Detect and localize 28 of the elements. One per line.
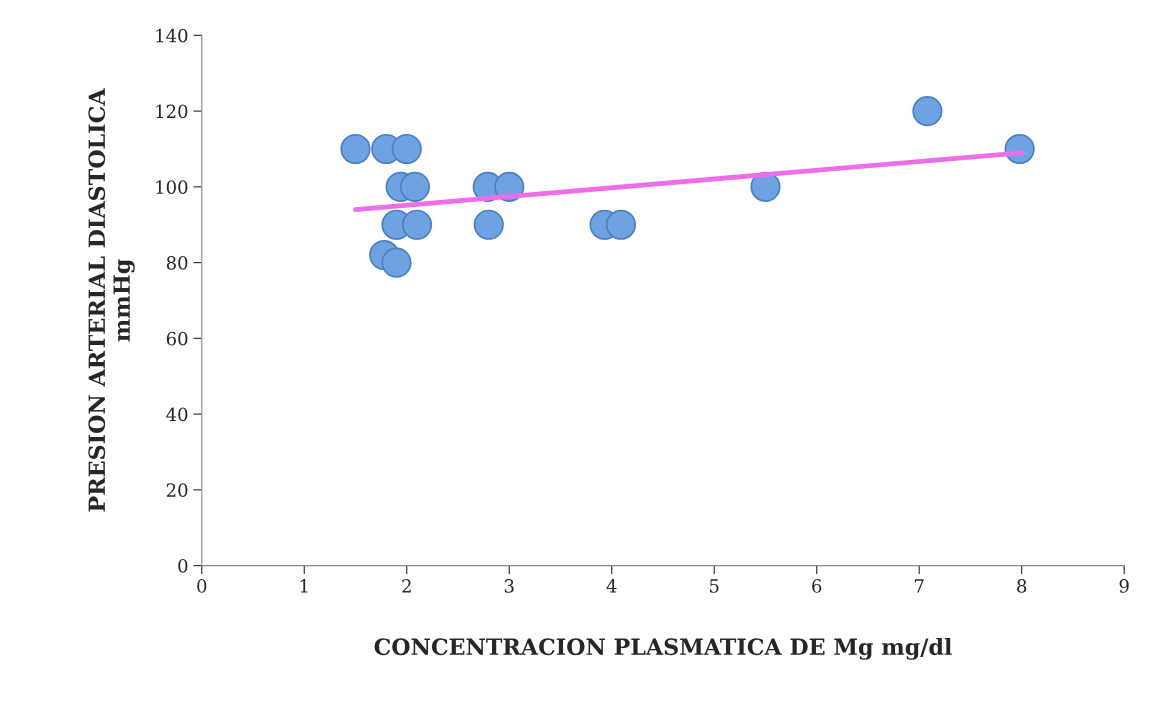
y-tick-label: 0 — [178, 559, 188, 573]
y-tick-label: 100 — [156, 180, 188, 194]
x-tick-label: 6 — [812, 579, 822, 593]
x-axis-title: CONCENTRACION PLASMATICA DE Mg mg/dl — [374, 637, 952, 660]
x-tick-label: 2 — [402, 579, 411, 593]
point — [381, 247, 412, 278]
y-tick-label: 60 — [166, 331, 188, 346]
point — [912, 96, 943, 127]
point — [401, 209, 433, 240]
x-tick-label: 4 — [606, 579, 617, 593]
point — [399, 171, 431, 202]
point — [391, 133, 422, 165]
y-tick-label: 140 — [156, 28, 188, 43]
x-tick-label: 3 — [504, 579, 514, 593]
x-tick-label: 0 — [197, 579, 207, 593]
y-tick-label: 20 — [166, 483, 188, 497]
y-tick-label: 40 — [166, 407, 188, 422]
y-axis-title: PRESION ARTERIAL DIASTOLICA mmHg — [88, 88, 135, 512]
x-tick-label: 9 — [1119, 579, 1129, 593]
point — [473, 209, 504, 240]
x-tick-label: 8 — [1017, 579, 1027, 593]
y-tick-label: 80 — [166, 256, 188, 270]
x-tick-label: 7 — [914, 579, 924, 593]
x-tick-label: 5 — [710, 579, 719, 593]
y-tick-label: 120 — [156, 104, 188, 119]
point — [340, 133, 371, 165]
x-tick-label: 1 — [300, 579, 308, 593]
point — [605, 209, 637, 240]
